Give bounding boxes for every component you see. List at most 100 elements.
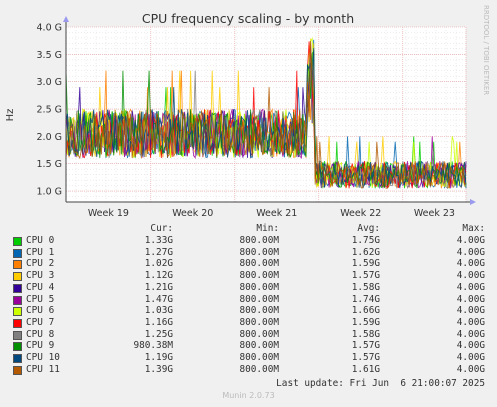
legend-name: CPU 7 bbox=[26, 316, 55, 328]
legend-max: 4.00G bbox=[456, 293, 485, 305]
x-tick-label: Week 21 bbox=[256, 208, 297, 219]
y-tick-label: 1.0 G bbox=[37, 187, 63, 198]
chart-title: CPU frequency scaling - by month bbox=[142, 11, 354, 26]
x-tick-label: Week 19 bbox=[88, 208, 129, 219]
y-tick-label: 3.5 G bbox=[37, 50, 63, 61]
legend-swatch bbox=[13, 260, 22, 270]
legend-swatch bbox=[13, 295, 22, 305]
y-axis-ticks: 1.0 G 1.5 G 2.0 G 2.5 G 3.0 G 3.5 G 4.0 G bbox=[37, 23, 63, 198]
legend-avg: 1.75G bbox=[351, 235, 380, 246]
y-tick-label: 2.0 G bbox=[37, 132, 63, 143]
legend-row: CPU 6 1.03G 800.00M 1.66G 4.00G bbox=[0, 305, 497, 317]
legend-swatch bbox=[13, 318, 22, 328]
legend-name: CPU 9 bbox=[26, 340, 55, 352]
legend-cur: 1.21G bbox=[144, 281, 173, 293]
legend-max: 4.00G bbox=[456, 340, 485, 352]
legend-avg: 1.57G bbox=[351, 270, 380, 282]
legend-max: 4.00G bbox=[456, 316, 485, 328]
legend-name: CPU 8 bbox=[26, 328, 55, 340]
legend-max: 4.00G bbox=[456, 246, 485, 258]
y-tick-label: 1.5 G bbox=[37, 159, 63, 170]
legend-header: Cur: Min: Avg: Max: bbox=[0, 223, 497, 235]
legend-avg: 1.59G bbox=[351, 316, 380, 328]
legend-swatch bbox=[13, 272, 22, 282]
legend-row: CPU 10 1.19G 800.00M 1.57G 4.00G bbox=[0, 352, 497, 364]
legend-cur: 1.12G bbox=[144, 270, 173, 282]
x-axis-ticks: Week 19 Week 20 Week 21 Week 22 Week 23 bbox=[88, 208, 455, 219]
legend-cur: 1.25G bbox=[144, 328, 173, 340]
legend-cur: 1.03G bbox=[144, 305, 173, 317]
legend-avg: 1.74G bbox=[351, 293, 380, 305]
legend-cur: 1.47G bbox=[144, 293, 173, 305]
legend-max: 4.00G bbox=[456, 258, 485, 270]
legend-cur: 1.39G bbox=[144, 363, 173, 375]
legend-avg: 1.59G bbox=[351, 258, 380, 270]
y-tick-label: 2.5 G bbox=[37, 105, 63, 116]
legend-avg: 1.57G bbox=[351, 340, 380, 352]
legend-cur: 980.38M bbox=[133, 340, 173, 352]
x-tick-label: Week 23 bbox=[414, 208, 455, 219]
munin-version-footer: Munin 2.0.73 bbox=[222, 391, 275, 400]
legend-cur: 1.16G bbox=[144, 316, 173, 328]
legend-max: 4.00G bbox=[456, 305, 485, 317]
legend-max: 4.00G bbox=[456, 328, 485, 340]
legend-avg: 1.62G bbox=[351, 246, 380, 258]
legend-row: CPU 1 1.27G 800.00M 1.62G 4.00G bbox=[0, 247, 497, 259]
legend-min: 800.00M bbox=[239, 352, 279, 363]
legend-row: CPU 3 1.12G 800.00M 1.57G 4.00G bbox=[0, 270, 497, 282]
y-tick-label: 4.0 G bbox=[37, 23, 63, 34]
legend-name: CPU 11 bbox=[26, 363, 60, 375]
legend-row: CPU 9 980.38M 800.00M 1.57G 4.00G bbox=[0, 340, 497, 352]
legend-max: 4.00G bbox=[456, 363, 485, 375]
legend-row: CPU 7 1.16G 800.00M 1.59G 4.00G bbox=[0, 317, 497, 329]
legend-row: CPU 5 1.47G 800.00M 1.74G 4.00G bbox=[0, 294, 497, 306]
legend-min: 800.00M bbox=[239, 363, 279, 375]
legend-name: CPU 1 bbox=[26, 246, 55, 258]
legend-swatch bbox=[13, 248, 22, 258]
legend-row: CPU 0 1.33G 800.00M 1.75G 4.00G bbox=[0, 235, 497, 247]
legend-avg: 1.66G bbox=[351, 305, 380, 317]
x-tick-label: Week 20 bbox=[172, 208, 213, 219]
legend-name: CPU 3 bbox=[26, 270, 55, 282]
legend-swatch bbox=[13, 283, 22, 293]
legend-min: 800.00M bbox=[239, 305, 279, 317]
legend-swatch bbox=[13, 365, 22, 375]
series-lines bbox=[65, 37, 467, 190]
legend-cur: 1.33G bbox=[144, 235, 173, 246]
legend-swatch bbox=[13, 342, 22, 352]
legend-min: 800.00M bbox=[239, 281, 279, 293]
legend-max: 4.00G bbox=[456, 235, 485, 246]
last-update: Last update: Fri Jun 6 21:00:07 2025 bbox=[276, 378, 485, 389]
legend-row: CPU 11 1.39G 800.00M 1.61G 4.00G bbox=[0, 364, 497, 376]
legend-name: CPU 5 bbox=[26, 293, 55, 305]
legend-cur: 1.19G bbox=[144, 352, 173, 363]
legend-avg: 1.57G bbox=[351, 352, 380, 363]
legend-cur: 1.02G bbox=[144, 258, 173, 270]
legend-row: CPU 8 1.25G 800.00M 1.58G 4.00G bbox=[0, 329, 497, 341]
legend-name: CPU 4 bbox=[26, 281, 55, 293]
legend-name: CPU 0 bbox=[26, 235, 55, 246]
rrdtool-side-label: RRDTOOL / TOBI OETIKER bbox=[482, 5, 490, 95]
legend-min: 800.00M bbox=[239, 340, 279, 352]
legend-cur: 1.27G bbox=[144, 246, 173, 258]
legend-min: 800.00M bbox=[239, 235, 279, 246]
legend-max: 4.00G bbox=[456, 352, 485, 363]
y-axis-label: Hz bbox=[5, 109, 16, 122]
legend-min: 800.00M bbox=[239, 270, 279, 282]
legend-avg: 1.58G bbox=[351, 281, 380, 293]
legend-swatch bbox=[13, 237, 22, 246]
legend-header-max: Max: bbox=[462, 223, 485, 234]
legend-swatch bbox=[13, 330, 22, 340]
legend-header-cur: Cur: bbox=[150, 223, 173, 234]
legend-min: 800.00M bbox=[239, 293, 279, 305]
legend-swatch bbox=[13, 354, 22, 363]
legend-swatch bbox=[13, 307, 22, 317]
series-line bbox=[65, 40, 467, 189]
legend-name: CPU 10 bbox=[26, 352, 60, 363]
legend-min: 800.00M bbox=[239, 316, 279, 328]
legend-name: CPU 6 bbox=[26, 305, 55, 317]
legend-header-avg: Avg: bbox=[357, 223, 380, 234]
y-axis-arrow bbox=[63, 16, 69, 22]
legend-max: 4.00G bbox=[456, 281, 485, 293]
legend-min: 800.00M bbox=[239, 328, 279, 340]
